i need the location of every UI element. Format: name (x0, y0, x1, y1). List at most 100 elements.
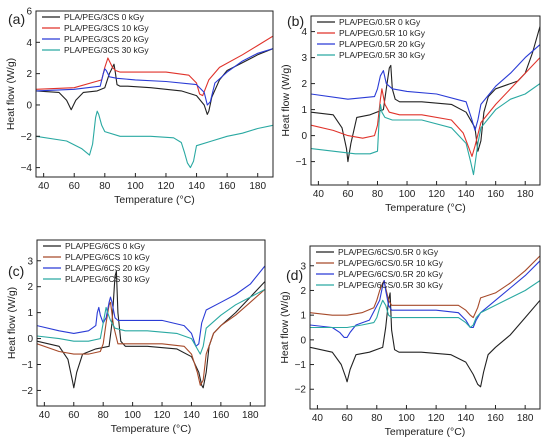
plot-frame (309, 245, 541, 410)
y-tick-label: −1 (22, 360, 34, 371)
y-axis-label: Heat flow (W/g) (279, 291, 291, 363)
series-line-2 (37, 288, 265, 386)
legend-entry: PLA/PEG/0.5R 20 kGy (339, 39, 426, 49)
x-tick-label: 180 (517, 413, 534, 424)
y-tick-label: 3 (301, 53, 307, 64)
x-tick-label: 80 (372, 189, 384, 200)
legend-entry: PLA/PEG/6CS 30 kGy (65, 274, 150, 284)
x-axis-label: Temperature (°C) (385, 426, 466, 438)
x-tick-label: 160 (213, 410, 230, 421)
legend-entry: PLA/PEG/3CS 10 kGy (64, 23, 149, 33)
series-line-1 (37, 270, 265, 389)
legend-entry: PLA/PEG/3CS 20 kGy (64, 34, 149, 44)
y-tick-label: 3 (300, 261, 306, 272)
plot-frame (35, 10, 274, 178)
x-tick-label: 60 (342, 413, 354, 424)
x-tick-label: 180 (249, 181, 266, 192)
legend-entry: PLA/PEG/6CS/0.5R 30 kGy (338, 280, 444, 290)
series-line-1 (311, 26, 540, 163)
y-tick-label: −1 (295, 360, 307, 371)
y-tick-label: −4 (21, 163, 33, 174)
x-tick-label: 60 (342, 189, 354, 200)
panel-label: (b) (287, 13, 304, 29)
y-tick-label: 0 (27, 334, 33, 345)
chart-panel-d: 40 60 80 100 120 140 160 180 −2 −1 0 1 2 3 Temperature… (279, 245, 541, 438)
x-tick-label: 120 (428, 413, 445, 424)
chart-panel-b: 40 60 80 100 120 140 160 180 −1 0 1 2 3 4 Temperature … (280, 13, 541, 214)
chart-panel-c: 40 60 80 100 120 140 160 180 −2 −1 0 1 2 3 Temperature… (6, 239, 266, 435)
series-line-4 (311, 83, 540, 176)
x-tick-label: 180 (242, 410, 259, 421)
y-tick-label: −2 (295, 385, 307, 396)
x-tick-label: 140 (188, 181, 205, 192)
x-tick-label: 160 (487, 413, 504, 424)
series-line-2 (310, 255, 540, 319)
legend-entry: PLA/PEG/6CS 10 kGy (65, 252, 150, 262)
y-tick-label: 6 (26, 7, 32, 18)
legend-entry: PLA/PEG/6CS 0 kGy (65, 241, 146, 251)
x-tick-label: 100 (399, 189, 416, 200)
x-tick-label: 60 (69, 181, 81, 192)
y-tick-label: −2 (22, 386, 34, 397)
y-tick-label: 1 (301, 105, 307, 116)
legend-entry: PLA/PEG/0.5R 30 kGy (339, 50, 426, 60)
legend-entry: PLA/PEG/0.5R 10 kGy (339, 28, 426, 38)
y-tick-label: 2 (300, 286, 306, 297)
x-tick-label: 140 (458, 189, 475, 200)
y-axis-label: Heat flow (W/g) (6, 287, 18, 359)
series-line-4 (310, 280, 540, 329)
x-tick-label: 80 (371, 413, 383, 424)
legend-entry: PLA/PEG/3CS 0 kGy (64, 12, 145, 22)
y-tick-label: −2 (21, 132, 33, 143)
y-axis-label: Heat flow (W/g) (5, 58, 17, 130)
series-line-3 (36, 48, 273, 106)
x-tick-label: 100 (398, 413, 415, 424)
panel-label: (d) (286, 267, 303, 283)
x-tick-label: 120 (158, 181, 175, 192)
series-line-3 (311, 44, 540, 131)
x-tick-label: 40 (38, 181, 50, 192)
x-tick-label: 40 (39, 410, 51, 421)
legend-entry: PLA/PEG/3CS 30 kGy (64, 45, 149, 55)
panel-label: (c) (8, 263, 24, 279)
y-tick-label: 3 (27, 256, 33, 267)
x-axis-label: Temperature (°C) (385, 202, 466, 214)
x-tick-label: 40 (313, 189, 325, 200)
series-line-2 (36, 35, 273, 97)
y-axis-label: Heat flow (W/g) (280, 64, 292, 136)
x-tick-label: 60 (68, 410, 80, 421)
legend-entry: PLA/PEG/6CS 20 kGy (65, 263, 150, 273)
plot-frame (36, 239, 266, 407)
y-tick-label: 0 (300, 335, 306, 346)
series-line-3 (37, 265, 265, 347)
x-tick-label: 100 (127, 181, 144, 192)
x-tick-label: 40 (312, 413, 324, 424)
legend-entry: PLA/PEG/0.5R 0 kGy (339, 17, 421, 27)
chart-panel-a: 40 60 80 100 120 140 160 180 −4 −2 0 2 4 6 Temperature… (5, 7, 274, 206)
y-tick-label: 1 (300, 311, 306, 322)
series-line-2 (311, 57, 540, 157)
y-tick-label: 2 (301, 79, 307, 90)
x-tick-label: 80 (99, 181, 111, 192)
legend-entry: PLA/PEG/6CS/0.5R 20 kGy (338, 269, 444, 279)
x-tick-label: 160 (487, 189, 504, 200)
series-line-4 (36, 110, 273, 169)
panel-label: (a) (8, 11, 25, 27)
x-tick-label: 120 (428, 189, 445, 200)
legend-entry: PLA/PEG/6CS/0.5R 10 kGy (338, 258, 444, 268)
series-line-1 (36, 48, 273, 115)
x-tick-label: 160 (219, 181, 236, 192)
y-tick-label: 0 (301, 131, 307, 142)
plot-frame (310, 15, 541, 186)
y-tick-label: 1 (27, 308, 33, 319)
y-tick-label: −1 (296, 157, 308, 168)
x-tick-label: 80 (98, 410, 110, 421)
y-tick-label: 2 (27, 282, 33, 293)
y-tick-label: 4 (301, 27, 307, 38)
y-tick-label: 0 (26, 100, 32, 111)
